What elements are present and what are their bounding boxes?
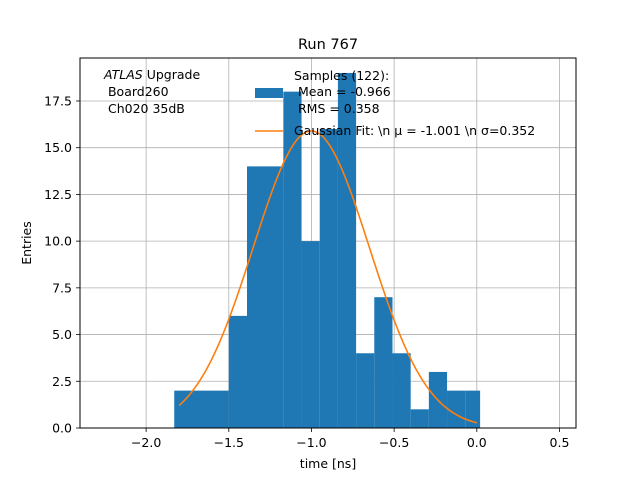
histogram-bar-2 (246, 166, 284, 428)
gaussian-fit-curve (178, 130, 478, 424)
legend: Samples (122): Mean = -0.966 RMS = 0.358… (255, 68, 535, 138)
legend-samples-mean: Mean = -0.966 (294, 84, 391, 99)
x-axis-ticks: −2.0 −1.5 −1.0 −0.5 0.0 0.5 (131, 428, 569, 450)
x-tick-label-1: −1.5 (214, 435, 244, 450)
legend-samples-rms: RMS = 0.358 (294, 101, 380, 116)
histogram-bar-3 (283, 91, 302, 429)
channel-label: Ch020 35dB (104, 101, 185, 116)
y-tick-label-7: 17.5 (44, 93, 72, 108)
y-tick-label-5: 12.5 (44, 187, 72, 202)
y-tick-label-4: 10.0 (44, 234, 72, 249)
x-tick-label-2: −1.0 (296, 435, 326, 450)
histogram-bar-8 (374, 297, 393, 428)
x-axis-label: time [ns] (300, 456, 356, 471)
x-tick-label-4: 0.0 (467, 435, 487, 450)
atlas-annotation: ATLAS Upgrade Board260 Ch020 35dB (103, 67, 200, 116)
histogram-bar-10 (410, 409, 429, 428)
histogram-bar-13 (465, 390, 481, 428)
x-tick-label-5: 0.5 (550, 435, 570, 450)
chart-title: Run 767 (298, 37, 358, 53)
x-tick-label-0: −2.0 (131, 435, 161, 450)
legend-samples-swatch (255, 88, 283, 98)
histogram-bar-4 (301, 241, 320, 428)
x-tick-label-3: −0.5 (379, 435, 409, 450)
y-tick-label-6: 15.0 (44, 140, 72, 155)
upgrade-label: Upgrade (143, 67, 201, 82)
histogram-bar-1 (228, 315, 247, 428)
gaussian-fit (178, 130, 478, 424)
y-tick-label-2: 5.0 (52, 327, 72, 342)
atlas-label: ATLAS (103, 67, 143, 82)
y-axis-label: Entries (19, 221, 34, 265)
histogram-bar-6 (337, 72, 357, 428)
histogram-bar-9 (392, 353, 411, 428)
board-label: Board260 (104, 84, 169, 99)
histogram-bar-5 (319, 129, 338, 428)
histogram-bar-7 (356, 353, 375, 428)
legend-fit-label: Gaussian Fit: \n μ = -1.001 \n σ=0.352 (294, 123, 535, 138)
plot-frame (79, 57, 577, 429)
y-axis-ticks: 0.0 2.5 5.0 7.5 10.0 12.5 15.0 17.5 (44, 93, 80, 436)
svg-text:ATLAS Upgrade: ATLAS Upgrade (103, 67, 200, 82)
y-tick-label-1: 2.5 (52, 374, 72, 389)
y-tick-label-0: 0.0 (52, 421, 72, 436)
legend-samples-title: Samples (122): (294, 68, 389, 83)
histogram-bar-0 (174, 390, 229, 428)
y-tick-label-3: 7.5 (52, 280, 72, 295)
histogram-bar-12 (447, 390, 466, 428)
